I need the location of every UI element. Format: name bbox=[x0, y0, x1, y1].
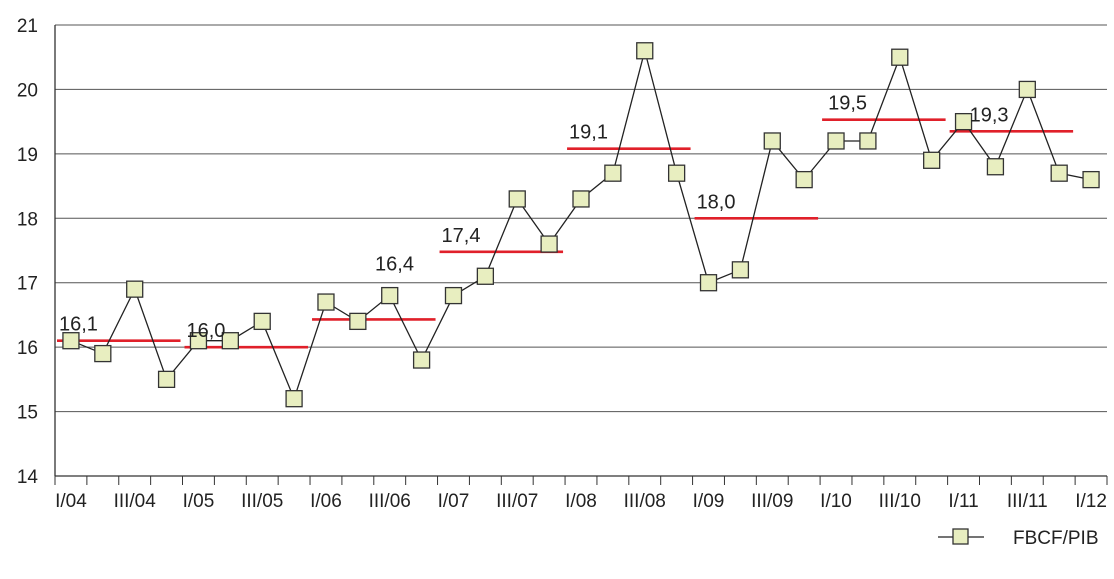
average-label: 16,4 bbox=[375, 254, 414, 276]
data-point bbox=[1050, 164, 1068, 182]
average-label: 18,0 bbox=[697, 191, 736, 213]
average-label: 19,5 bbox=[828, 93, 867, 115]
data-point bbox=[795, 170, 813, 189]
y-tick-label: 14 bbox=[17, 467, 39, 488]
y-tick-label: 17 bbox=[17, 274, 38, 295]
average-label: 16,1 bbox=[59, 314, 98, 336]
data-point bbox=[221, 332, 239, 350]
x-tick-label: I/08 bbox=[565, 491, 597, 512]
x-tick-label: I/12 bbox=[1075, 491, 1107, 512]
data-point bbox=[667, 164, 686, 182]
average-label: 19,1 bbox=[569, 122, 608, 144]
data-point bbox=[540, 235, 558, 253]
data-point bbox=[253, 312, 271, 331]
legend: FBCF/PIB bbox=[938, 528, 1099, 549]
data-point bbox=[1018, 80, 1036, 99]
data-point bbox=[508, 190, 526, 208]
x-tick-label: I/09 bbox=[693, 491, 725, 512]
x-axis-labels: I/04 III/04 I/05 III/05 I/06 III/06 I/07 III/07… bbox=[55, 491, 1107, 512]
y-tick-label: 20 bbox=[17, 80, 38, 101]
y-tick-label: 15 bbox=[17, 403, 38, 424]
average-label: 17,4 bbox=[442, 225, 481, 247]
axes bbox=[54, 25, 1108, 485]
x-tick-label: III/07 bbox=[496, 491, 538, 512]
x-tick-label: III/06 bbox=[369, 491, 411, 512]
y-tick-label: 16 bbox=[17, 338, 38, 359]
data-point bbox=[604, 164, 622, 182]
data-point bbox=[859, 132, 877, 150]
average-label: 19,3 bbox=[970, 104, 1009, 126]
x-tick-label: I/06 bbox=[310, 491, 342, 512]
y-tick-label: 21 bbox=[17, 16, 38, 37]
data-point bbox=[157, 370, 176, 389]
series-fbcf-pib bbox=[62, 42, 1100, 408]
data-point bbox=[827, 132, 845, 150]
x-tick-label: I/07 bbox=[438, 491, 470, 512]
data-point bbox=[444, 286, 463, 305]
x-tick-label: III/04 bbox=[114, 491, 157, 512]
data-point bbox=[954, 112, 973, 131]
data-point bbox=[986, 158, 1005, 176]
data-point bbox=[891, 48, 909, 66]
x-tick-label: I/11 bbox=[948, 491, 978, 512]
data-point bbox=[62, 332, 80, 350]
x-tick-label: III/09 bbox=[751, 491, 793, 512]
x-tick-label: I/05 bbox=[183, 491, 215, 512]
average-label: 16,0 bbox=[187, 320, 226, 342]
legend-marker bbox=[952, 528, 969, 545]
y-axis-labels: 14 15 16 17 18 19 20 21 bbox=[17, 16, 39, 488]
data-point bbox=[285, 390, 303, 408]
data-point bbox=[412, 351, 431, 369]
x-tick-label: III/05 bbox=[241, 491, 283, 512]
data-point bbox=[763, 132, 781, 150]
annual-average-labels: 16,1 16,0 16,4 17,4 19,1 18,0 19,5 19,3 bbox=[59, 93, 1009, 342]
y-tick-label: 19 bbox=[17, 145, 38, 166]
x-tick-label: III/08 bbox=[624, 491, 666, 512]
data-point bbox=[349, 312, 367, 331]
data-point bbox=[699, 274, 718, 292]
data-point bbox=[317, 293, 335, 311]
legend-label: FBCF/PIB bbox=[1013, 528, 1099, 549]
gridlines bbox=[55, 24, 1107, 413]
x-tick-label: I/10 bbox=[820, 491, 852, 512]
data-point bbox=[572, 190, 590, 208]
data-point bbox=[126, 280, 144, 298]
data-point bbox=[381, 286, 399, 305]
data-point bbox=[94, 344, 112, 363]
data-point bbox=[476, 267, 495, 285]
x-tick-label: I/04 bbox=[55, 491, 87, 512]
data-point bbox=[923, 151, 941, 169]
data-point bbox=[189, 332, 208, 350]
data-point bbox=[1082, 170, 1100, 189]
data-point bbox=[731, 261, 750, 279]
y-tick-label: 18 bbox=[17, 209, 38, 230]
data-point bbox=[636, 42, 654, 60]
x-tick-label: III/10 bbox=[879, 491, 921, 512]
x-tick-label: III/11 bbox=[1007, 491, 1048, 512]
